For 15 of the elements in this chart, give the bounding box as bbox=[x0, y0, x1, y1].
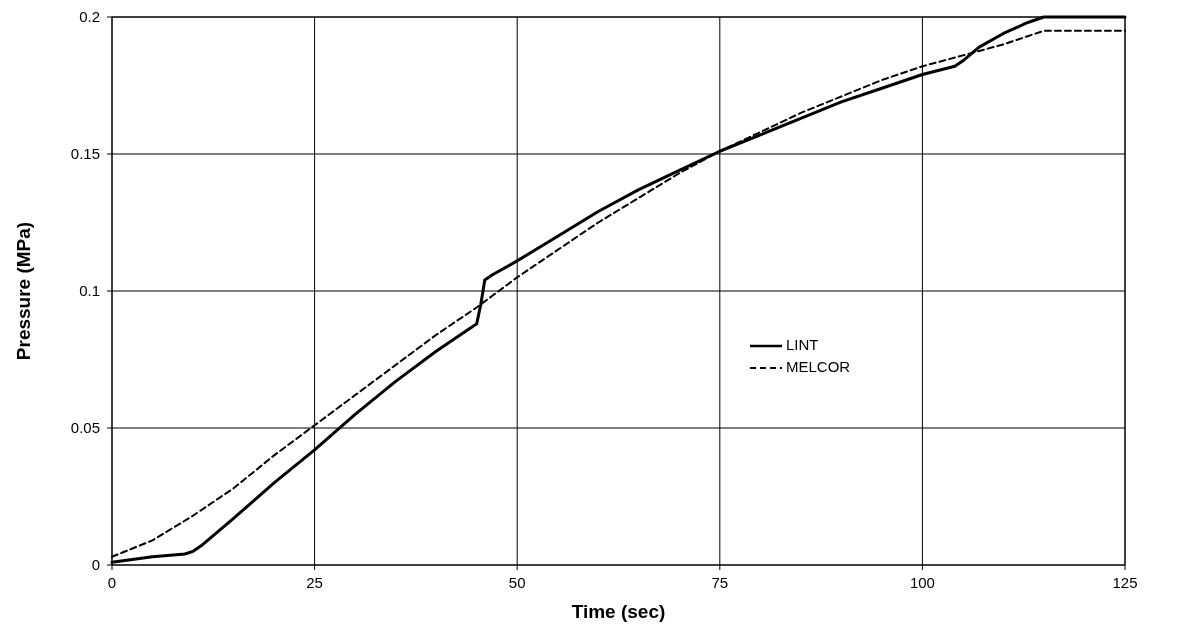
y-tick-label: 0.05 bbox=[70, 419, 100, 436]
x-tick-label: 0 bbox=[107, 574, 117, 591]
y-axis-title: Pressure (MPa) bbox=[13, 221, 34, 361]
x-tick-label: 75 bbox=[711, 574, 729, 591]
y-tick-label: 0.15 bbox=[70, 145, 100, 162]
y-tick-label: 0 bbox=[91, 556, 100, 573]
legend-label: MELCOR bbox=[786, 358, 851, 375]
y-tick-label: 0.2 bbox=[79, 8, 100, 25]
x-tick-label: 50 bbox=[508, 574, 526, 591]
x-tick-label: 100 bbox=[909, 574, 935, 591]
x-tick-label: 125 bbox=[1112, 574, 1138, 591]
y-tick-label: 0.1 bbox=[79, 282, 100, 299]
legend-label: LINT bbox=[786, 336, 819, 353]
x-tick-label: 25 bbox=[306, 574, 323, 591]
x-axis-title: Time (sec) bbox=[571, 601, 666, 622]
